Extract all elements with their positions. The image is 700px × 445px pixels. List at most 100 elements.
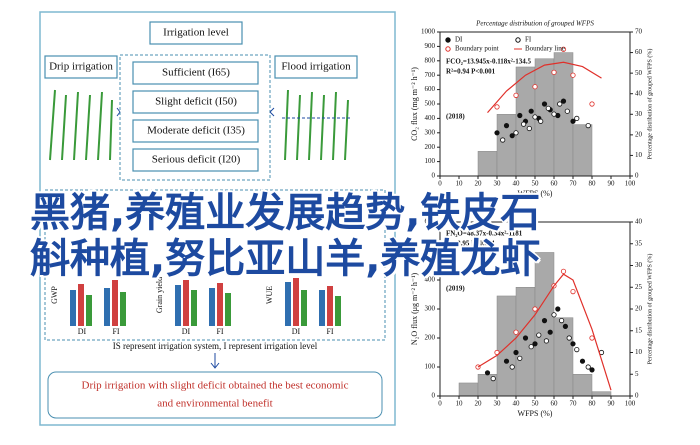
- level: Slight deficit (I50): [155, 96, 237, 108]
- legend-label: Boundary line: [525, 45, 565, 53]
- point: [570, 72, 576, 78]
- x-tick-label: 90: [608, 400, 616, 408]
- x-tick-label: 20: [475, 180, 483, 188]
- point: [589, 367, 595, 373]
- mini-group: DI: [78, 327, 87, 336]
- conclusion: and environmental benefit: [157, 398, 272, 410]
- point: [528, 108, 534, 114]
- x-tick-label: 60: [551, 180, 559, 188]
- point: [522, 335, 529, 341]
- y2-tick-label: 40: [635, 89, 643, 97]
- y-axis-label: N₂O flux (μg m⁻² h⁻¹): [410, 273, 419, 346]
- y2-tick-label: 40: [635, 218, 643, 226]
- point: [532, 306, 538, 312]
- point: [517, 355, 523, 361]
- point: [532, 84, 538, 90]
- hist-bar: [515, 287, 536, 397]
- y2-tick-label: 10: [635, 348, 643, 356]
- y-tick-label: 200: [425, 143, 436, 151]
- overlay-text: 黑猪,养殖业发展趋势,铁皮石: [30, 190, 541, 236]
- x-tick-label: 40: [513, 400, 521, 408]
- legend-swatch: [445, 46, 451, 52]
- mini-group: DI: [182, 327, 191, 336]
- x-tick-label: 80: [589, 180, 597, 188]
- point: [528, 344, 534, 350]
- hist-bar: [477, 151, 498, 177]
- point: [570, 288, 576, 295]
- point: [574, 115, 580, 122]
- legend-label: FI: [525, 36, 532, 44]
- point: [520, 121, 527, 127]
- x-tick-label: 10: [456, 180, 464, 188]
- group: [44, 189, 386, 341]
- point: [500, 137, 506, 143]
- legend-label: DI: [455, 36, 463, 44]
- x-tick-label: 70: [570, 400, 578, 408]
- arrow: [269, 107, 275, 117]
- point: [560, 46, 567, 52]
- y-axis-label: CO₂ flux (mg m⁻² h⁻¹): [410, 67, 419, 141]
- point: [532, 341, 538, 347]
- hist-bar: [458, 382, 479, 397]
- x-tick-label: 60: [551, 400, 559, 408]
- point: [560, 268, 567, 274]
- x-tick-label: 0: [438, 180, 442, 188]
- arrow: [210, 353, 220, 369]
- point: [543, 338, 550, 344]
- y-tick-label: 400: [425, 276, 436, 284]
- system: Drip irrigation: [49, 61, 113, 73]
- point: [526, 125, 532, 132]
- annotation: (2019): [446, 285, 465, 293]
- box: [132, 148, 259, 172]
- point: [551, 312, 557, 318]
- level: Serious deficit (I20): [152, 154, 241, 166]
- level: Sufficient (I65): [162, 67, 230, 79]
- mini-group: FI: [216, 327, 223, 336]
- conclusion: Drip irrigation with slight deficit obta…: [82, 380, 349, 392]
- point: [517, 112, 523, 119]
- point: [532, 114, 538, 120]
- y2-tick-label: 30: [635, 110, 643, 118]
- annotation: (2018): [446, 113, 465, 121]
- x-tick-label: 40: [513, 180, 521, 188]
- point: [541, 317, 548, 324]
- point: [589, 101, 595, 107]
- box: [132, 61, 259, 85]
- box: [132, 90, 259, 114]
- overlay-text: 斛种植,努比亚山羊,养殖龙虾: [30, 236, 541, 282]
- point: [558, 317, 565, 324]
- box: [274, 55, 358, 79]
- y-tick-label: 100: [425, 157, 436, 165]
- x-tick-label: 20: [475, 400, 483, 408]
- plants: [49, 89, 349, 161]
- hist-bar: [553, 317, 574, 397]
- x-tick-label: 100: [625, 180, 636, 188]
- mini-group: DI: [292, 327, 301, 336]
- x-tick-label: 30: [494, 180, 502, 188]
- y-tick-label: 1000: [421, 28, 436, 36]
- x-tick-label: 0: [438, 400, 442, 408]
- mini-label: Grain yield: [155, 277, 164, 313]
- box: [47, 371, 383, 419]
- y2-tick-label: 5: [635, 370, 639, 378]
- y-tick-label: 0: [432, 172, 436, 180]
- y-tick-label: 500: [425, 247, 436, 255]
- y2-tick-label: 35: [635, 239, 643, 247]
- point: [566, 335, 572, 341]
- box: [44, 55, 118, 79]
- point: [574, 346, 580, 353]
- x-tick-label: 70: [570, 180, 578, 188]
- y2-tick-label: 30: [635, 261, 643, 269]
- point: [484, 370, 491, 376]
- point: [538, 118, 544, 124]
- y-tick-label: 800: [425, 56, 436, 64]
- legend-swatch: [445, 37, 451, 43]
- point: [503, 358, 510, 364]
- mini-group: FI: [326, 327, 333, 336]
- annotation: FN₂O=48.37x-0.34x²-1181: [446, 230, 523, 238]
- point: [570, 118, 576, 124]
- y-tick-label: 0: [432, 392, 436, 400]
- y-tick-label: 900: [425, 42, 436, 50]
- y2-tick-label: 20: [635, 305, 643, 313]
- label: Irrigation level: [163, 27, 229, 39]
